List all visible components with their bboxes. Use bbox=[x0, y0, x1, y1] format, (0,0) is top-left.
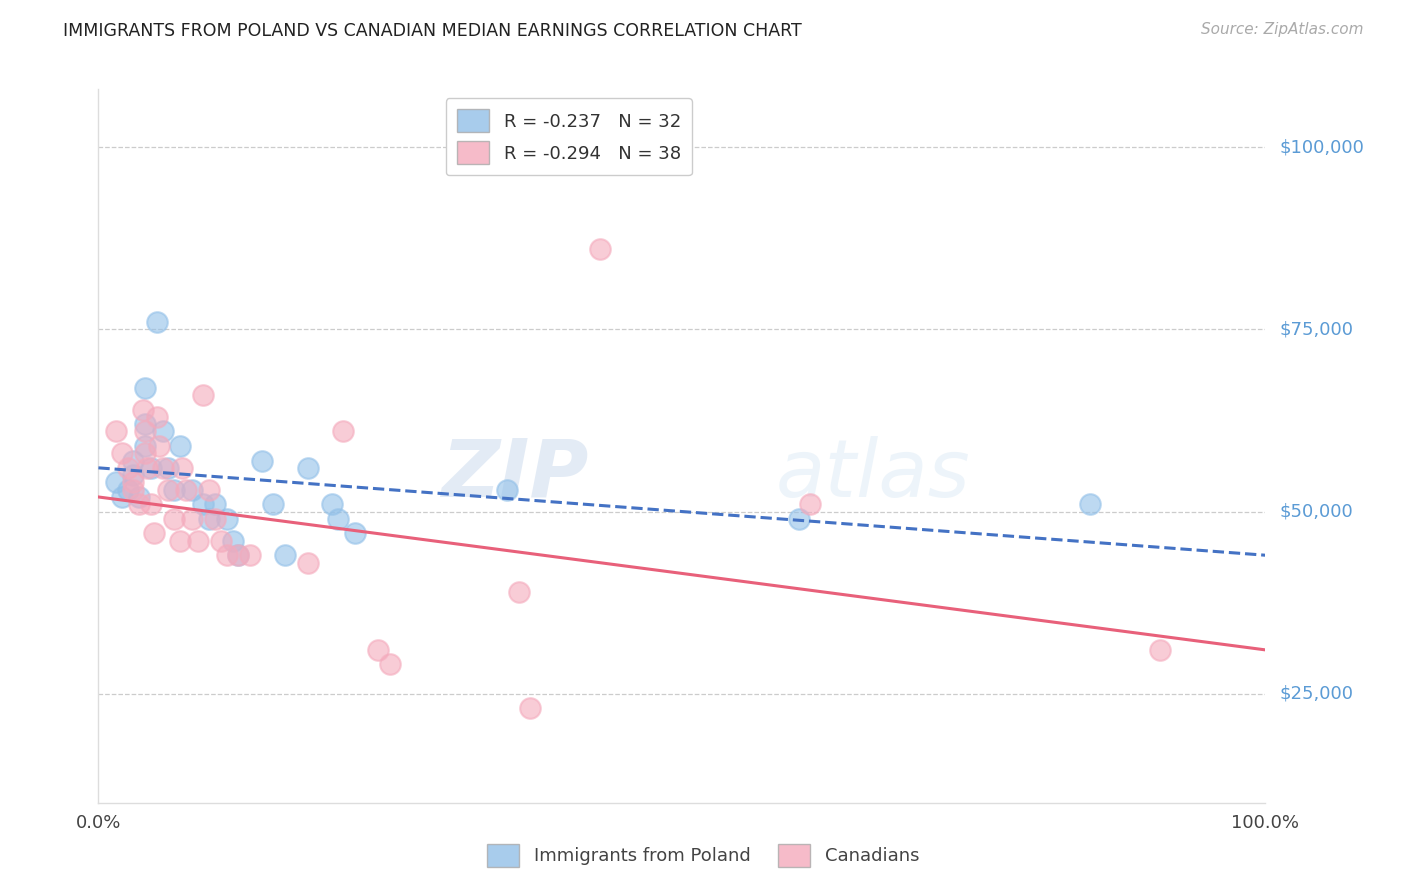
Point bbox=[104, 425, 127, 439]
Point bbox=[204, 497, 226, 511]
Point bbox=[122, 453, 145, 467]
Text: $75,000: $75,000 bbox=[1279, 320, 1354, 338]
Point bbox=[589, 243, 612, 257]
Point bbox=[169, 533, 191, 548]
Text: Source: ZipAtlas.com: Source: ZipAtlas.com bbox=[1201, 22, 1364, 37]
Point bbox=[274, 548, 297, 562]
Point bbox=[128, 490, 150, 504]
Point bbox=[134, 381, 156, 395]
Point bbox=[139, 460, 162, 475]
Point bbox=[180, 512, 202, 526]
Point bbox=[136, 460, 159, 475]
Point bbox=[148, 439, 170, 453]
Point bbox=[117, 460, 139, 475]
Point bbox=[787, 512, 810, 526]
Point bbox=[198, 512, 221, 526]
Point bbox=[297, 460, 319, 475]
Point bbox=[193, 388, 215, 402]
Point bbox=[146, 409, 169, 424]
Point bbox=[122, 468, 145, 483]
Point bbox=[380, 657, 402, 672]
Point bbox=[187, 533, 209, 548]
Point bbox=[157, 483, 180, 497]
Point bbox=[134, 446, 156, 460]
Point bbox=[152, 460, 174, 475]
Point bbox=[134, 425, 156, 439]
Point bbox=[111, 490, 134, 504]
Point bbox=[262, 497, 284, 511]
Point bbox=[321, 497, 343, 511]
Point bbox=[198, 483, 221, 497]
Point bbox=[128, 497, 150, 511]
Text: ZIP: ZIP bbox=[441, 435, 589, 514]
Point bbox=[519, 701, 541, 715]
Point bbox=[326, 512, 349, 526]
Point bbox=[344, 526, 367, 541]
Legend: Immigrants from Poland, Canadians: Immigrants from Poland, Canadians bbox=[479, 837, 927, 874]
Point bbox=[111, 446, 134, 460]
Point bbox=[496, 483, 519, 497]
Point bbox=[367, 643, 389, 657]
Point bbox=[172, 460, 194, 475]
Point bbox=[132, 402, 155, 417]
Text: atlas: atlas bbox=[775, 435, 970, 514]
Point bbox=[122, 483, 145, 497]
Point bbox=[143, 526, 166, 541]
Point bbox=[139, 497, 162, 511]
Point bbox=[215, 548, 238, 562]
Point bbox=[157, 460, 180, 475]
Text: $50,000: $50,000 bbox=[1279, 502, 1353, 521]
Point bbox=[193, 497, 215, 511]
Point bbox=[250, 453, 273, 467]
Point bbox=[1080, 497, 1102, 511]
Point bbox=[174, 483, 197, 497]
Point bbox=[297, 556, 319, 570]
Point bbox=[180, 483, 202, 497]
Point bbox=[215, 512, 238, 526]
Point bbox=[221, 533, 243, 548]
Point bbox=[169, 439, 191, 453]
Legend: R = -0.237   N = 32, R = -0.294   N = 38: R = -0.237 N = 32, R = -0.294 N = 38 bbox=[446, 98, 692, 176]
Point bbox=[134, 439, 156, 453]
Point bbox=[1149, 643, 1171, 657]
Point bbox=[146, 315, 169, 329]
Point bbox=[163, 512, 186, 526]
Point bbox=[209, 533, 232, 548]
Point bbox=[239, 548, 262, 562]
Text: $25,000: $25,000 bbox=[1279, 684, 1354, 703]
Point bbox=[204, 512, 226, 526]
Point bbox=[508, 584, 530, 599]
Point bbox=[104, 475, 127, 490]
Point bbox=[117, 483, 139, 497]
Point bbox=[134, 417, 156, 432]
Point bbox=[163, 483, 186, 497]
Text: IMMIGRANTS FROM POLAND VS CANADIAN MEDIAN EARNINGS CORRELATION CHART: IMMIGRANTS FROM POLAND VS CANADIAN MEDIA… bbox=[63, 22, 801, 40]
Point bbox=[228, 548, 250, 562]
Point bbox=[152, 425, 174, 439]
Point bbox=[799, 497, 821, 511]
Point bbox=[332, 425, 354, 439]
Text: $100,000: $100,000 bbox=[1279, 138, 1364, 156]
Point bbox=[228, 548, 250, 562]
Point bbox=[122, 475, 145, 490]
